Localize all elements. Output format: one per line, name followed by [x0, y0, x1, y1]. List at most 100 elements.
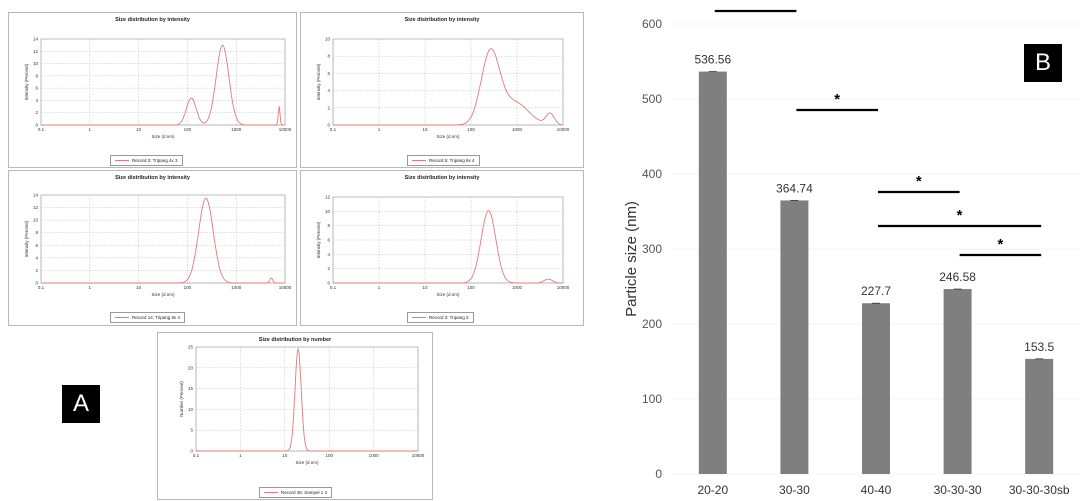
y-axis-label: Particle size (nm): [623, 201, 640, 317]
significance-star: *: [997, 236, 1003, 253]
x-tick-label: 0.1: [193, 453, 200, 458]
x-tick-label: 20-20: [697, 483, 728, 497]
y-tick-label: 0: [327, 123, 330, 128]
dls-plot-4: Size distribution by intensity 0.1 1 10 100…: [300, 170, 584, 326]
y-tick-label: 6: [35, 86, 38, 91]
x-tick-label: 100: [467, 127, 475, 132]
dls-plot-2: Size distribution by intensity 0.1 1 10 100…: [300, 12, 584, 168]
x-tick-label: 100: [184, 285, 192, 290]
x-tick-label: 10000: [557, 127, 570, 132]
plot-area: 0.1 1 10 100 1000 10000 0 2 4 6 8 10 12 14 Intensity (…: [24, 37, 292, 140]
x-tick-label: 0.1: [38, 127, 45, 132]
x-tick-label: 1: [89, 127, 92, 132]
plot-frame: [195, 346, 419, 452]
y-tick-label: 8: [327, 223, 330, 228]
y-axis-label: Number (Percent): [179, 381, 184, 417]
y-tick-label: 12: [33, 205, 39, 210]
y-tick-label: 600: [642, 17, 662, 31]
x-tick-label: 1000: [231, 285, 242, 290]
plot-legend: Record 5: Tripang 6x 4: [407, 155, 480, 166]
y-tick-label: 4: [327, 88, 330, 93]
panel-b-label: B: [1024, 44, 1062, 82]
y-axis-label: Intensity (Percent): [316, 63, 321, 100]
x-axis-label: Size (d.nm): [436, 292, 460, 297]
y-tick-label: 2: [35, 268, 38, 273]
data-label: 246.58: [939, 270, 976, 284]
y-tick-label: 0: [35, 123, 38, 128]
particle-size-bar-chart: 0 100 200 300 400 500 600 Particle size (nm) 536…: [623, 9, 1080, 497]
x-tick-label: 100: [184, 127, 192, 132]
legend-label: Record 45: Sampel 1 4: [281, 490, 328, 495]
x-axis-label: Size (d.nm): [151, 134, 175, 139]
legend-label: Record 14: Tripang 8x 4: [132, 315, 181, 320]
y-tick-label: 5: [190, 428, 193, 433]
significance-star: *: [834, 91, 840, 108]
data-label: 153.5: [1024, 340, 1054, 354]
y-tick-label: 100: [642, 392, 662, 406]
y-axis-label: Intensity (Percent): [24, 220, 29, 257]
plot-area: 0.1 1 10 100 1000 10000 0 2 4 6 8 10 12 Intensity (Pe…: [316, 195, 570, 298]
y-tick-label: 200: [642, 317, 662, 331]
x-tick-label: 100: [325, 453, 333, 458]
legend-label: Record 3: Tripang 2: [429, 315, 469, 320]
significance-star: *: [957, 207, 963, 224]
y-tick-label: 12: [325, 195, 331, 200]
y-tick-label: 10: [325, 37, 331, 42]
x-tick-label: 10: [136, 127, 142, 132]
bar-30-30-30: [943, 289, 972, 474]
x-tick-label: 10: [422, 285, 428, 290]
data-label: 536.56: [694, 53, 731, 67]
y-tick-label: 0: [327, 281, 330, 286]
distribution-curve: [41, 44, 285, 126]
y-tick-label: 6: [327, 238, 330, 243]
y-tick-label: 4: [327, 252, 330, 257]
x-tick-label: 0.1: [330, 127, 337, 132]
x-axis-label: Size (d.nm): [436, 134, 460, 139]
x-tick-label: 100: [467, 285, 475, 290]
plot-frame: [40, 194, 286, 284]
x-tick-label: 10000: [279, 285, 292, 290]
y-tick-label: 14: [33, 193, 39, 198]
y-tick-label: 400: [642, 167, 662, 181]
plot-title: Size distribution by intensity: [404, 175, 480, 181]
dls-plot-5: Size distribution by number 0.1 1 10 100 100…: [157, 332, 433, 500]
dls-plot-1: Size distribution by intensity 0.1 1 10 100…: [8, 12, 297, 168]
x-tick-label: 0.1: [330, 285, 337, 290]
y-axis-label: Intensity (Percent): [24, 63, 29, 100]
data-label: 364.74: [776, 181, 813, 195]
bar-30-30: [780, 200, 809, 474]
x-axis-label: Size (d.nm): [295, 460, 319, 465]
x-tick-label: 1: [89, 285, 92, 290]
y-tick-label: 0: [655, 467, 662, 481]
x-tick-label: 30-30-30: [934, 483, 982, 497]
x-tick-label: 10: [422, 127, 428, 132]
y-tick-label: 0: [190, 449, 193, 454]
y-tick-label: 2: [35, 110, 38, 115]
x-tick-label: 1000: [231, 127, 242, 132]
y-tick-label: 300: [642, 242, 662, 256]
y-tick-label: 2: [327, 266, 330, 271]
data-label: 227.7: [861, 284, 891, 298]
y-axis-label: Intensity (Percent): [316, 221, 321, 258]
bar-40-40: [862, 303, 890, 474]
y-tick-label: 0: [35, 281, 38, 286]
y-tick-label: 15: [188, 386, 194, 391]
y-tick-label: 8: [35, 73, 38, 78]
distribution-curve: [333, 48, 564, 126]
distribution-curve: [196, 347, 418, 452]
plot-title: Size distribution by intensity: [115, 17, 190, 23]
distribution-curve: [333, 210, 563, 284]
y-tick-label: 10: [33, 218, 39, 223]
x-tick-label: 1: [239, 453, 242, 458]
x-tick-label: 0.1: [38, 285, 45, 290]
legend-label: Record 3: Tripang 4x 3: [132, 158, 178, 163]
y-tick-label: 6: [327, 71, 330, 76]
plot-area: 0.1 1 10 100 1000 10000 0 5 10 15 20 25 Number (Perc…: [179, 345, 425, 466]
x-tick-label: 1000: [512, 285, 523, 290]
x-axis-label: Size (d.nm): [151, 292, 175, 297]
plot-title: Size distribution by intensity: [115, 175, 190, 181]
y-tick-label: 25: [188, 345, 194, 350]
plot-area: 0.1 1 10 100 1000 10000 0 2 4 6 8 10 12 14 Intensity (…: [24, 193, 292, 298]
y-tick-label: 10: [188, 407, 194, 412]
legend-label: Record 5: Tripang 6x 4: [429, 158, 475, 163]
